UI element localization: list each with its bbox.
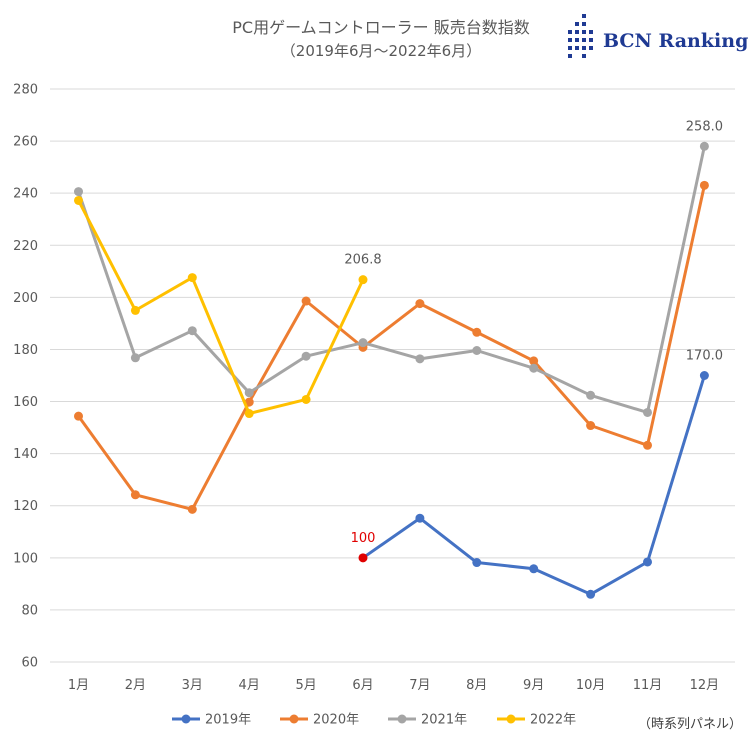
panel-note: （時系列パネル） [638,717,742,732]
legend-item: 2022年 [497,713,576,728]
data-point [301,394,311,404]
x-tick-label: 7月 [409,678,430,693]
x-axis-ticks: 1月 2月 3月 4月 5月 6月 7月 8月 9月 10月 11月 12月 [68,678,719,693]
y-tick-label: 80 [21,603,38,618]
data-point [244,388,254,398]
data-point [74,187,83,197]
data-point [699,371,709,380]
data-point [187,326,197,336]
y-tick-label: 240 [13,187,38,202]
x-tick-label: 9月 [523,678,544,693]
series-2 [74,141,709,417]
legend-swatch-marker [289,714,299,724]
data-labels: 100 170.0 258.0 206.8 [344,119,723,546]
legend: 2019年 2020年 2021年 2022年 [172,713,576,728]
legend-label: 2022年 [530,713,576,728]
bcn-logo: BCN Ranking [568,14,748,58]
data-point [699,180,709,190]
legend-item: 2021年 [388,713,467,728]
x-tick-label: 2月 [125,678,146,693]
data-point [699,141,709,151]
y-tick-label: 140 [13,447,38,462]
data-point [74,195,83,205]
x-tick-label: 3月 [182,678,203,693]
data-point [643,557,652,567]
data-label: 206.8 [344,253,381,268]
logo-text: BCN Ranking [603,30,748,52]
y-tick-label: 260 [13,135,38,150]
data-point [130,490,140,500]
x-tick-label: 11月 [633,678,663,693]
data-point [472,327,482,337]
legend-swatch-marker [397,714,407,724]
data-point [643,440,652,450]
y-tick-label: 60 [21,656,38,671]
x-tick-label: 4月 [239,678,260,693]
series-line [77,144,706,414]
y-tick-label: 200 [13,291,38,306]
data-point [130,353,140,363]
data-point [358,275,368,285]
data-point [472,558,482,568]
series-3 [74,195,368,419]
data-point [472,345,482,355]
legend-label: 2021年 [421,713,467,728]
data-point [586,589,596,599]
data-label: 258.0 [686,119,723,134]
data-point [529,363,539,373]
series-line [77,198,365,416]
legend-swatch-marker [181,714,191,724]
y-tick-label: 220 [13,239,38,254]
data-point [529,564,539,574]
data-point [74,411,83,421]
data-point [187,504,197,514]
data-point [301,296,311,306]
data-point [301,351,311,361]
x-tick-label: 1月 [68,678,89,693]
data-point [415,299,425,309]
data-point [643,407,652,417]
legend-label: 2020年 [313,713,359,728]
data-point [415,354,425,364]
data-point [529,356,539,366]
x-tick-label: 10月 [576,678,606,693]
x-tick-label: 5月 [295,678,316,693]
chart-title: PC用ゲームコントローラー 販売台数指数 [232,18,529,37]
data-point [187,273,197,283]
legend-item: 2020年 [280,713,359,728]
data-point [130,305,140,315]
data-point [244,409,254,419]
logo-mark-icon [568,14,593,58]
gridlines [50,88,735,663]
series-0 [358,371,709,599]
data-label: 100 [351,531,376,546]
y-tick-label: 180 [13,343,38,358]
y-axis-ticks: 60 80 100 120 140 160 180 200 220 240 260 280 [13,83,38,671]
data-point [358,338,368,348]
data-point [586,421,596,431]
x-tick-label: 8月 [466,678,487,693]
legend-item: 2019年 [172,713,251,728]
y-tick-label: 160 [13,395,38,410]
series-line [77,183,706,511]
series-1 [74,180,709,514]
y-tick-label: 100 [13,551,38,566]
series-lines [74,141,709,599]
y-tick-label: 120 [13,499,38,514]
legend-label: 2019年 [205,713,251,728]
series-line [361,374,706,596]
data-point [586,390,596,400]
chart-subtitle: （2019年6月～2022年6月） [281,42,481,60]
x-tick-label: 12月 [690,678,720,693]
data-point [358,553,368,563]
data-point [415,513,425,523]
y-tick-label: 280 [13,83,38,98]
x-tick-label: 6月 [352,678,373,693]
legend-swatch-marker [506,714,516,724]
data-label: 170.0 [686,349,723,364]
